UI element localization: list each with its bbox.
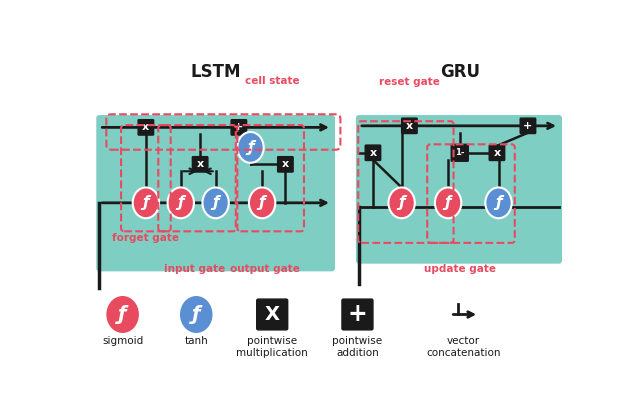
Text: update gate: update gate bbox=[424, 264, 496, 274]
Text: ƒ: ƒ bbox=[192, 305, 200, 324]
FancyBboxPatch shape bbox=[451, 144, 468, 161]
Text: output gate: output gate bbox=[230, 264, 300, 274]
FancyBboxPatch shape bbox=[520, 118, 536, 133]
Text: x: x bbox=[196, 159, 204, 169]
Text: forget gate: forget gate bbox=[113, 233, 179, 243]
Text: ƒ: ƒ bbox=[398, 195, 405, 210]
Text: tanh: tanh bbox=[184, 336, 208, 346]
FancyBboxPatch shape bbox=[278, 157, 293, 172]
Ellipse shape bbox=[388, 188, 415, 218]
Text: ƒ: ƒ bbox=[118, 305, 127, 324]
Ellipse shape bbox=[180, 296, 212, 333]
Text: +: + bbox=[524, 121, 532, 131]
Text: x: x bbox=[282, 159, 289, 169]
FancyBboxPatch shape bbox=[193, 157, 208, 172]
Text: ƒ: ƒ bbox=[445, 195, 451, 210]
FancyBboxPatch shape bbox=[356, 115, 562, 264]
Ellipse shape bbox=[237, 132, 264, 163]
Ellipse shape bbox=[249, 188, 275, 218]
Text: ƒ: ƒ bbox=[212, 195, 219, 210]
Text: x: x bbox=[369, 148, 376, 158]
FancyBboxPatch shape bbox=[402, 118, 417, 133]
Text: X: X bbox=[265, 305, 280, 324]
Text: x: x bbox=[142, 123, 149, 132]
Text: LSTM: LSTM bbox=[190, 63, 241, 81]
Text: ƒ: ƒ bbox=[247, 140, 254, 155]
FancyBboxPatch shape bbox=[138, 120, 154, 135]
Text: pointwise
multiplication: pointwise multiplication bbox=[236, 336, 308, 358]
Ellipse shape bbox=[435, 188, 461, 218]
Text: +: + bbox=[348, 302, 367, 326]
Ellipse shape bbox=[132, 188, 159, 218]
FancyBboxPatch shape bbox=[365, 145, 381, 160]
FancyBboxPatch shape bbox=[257, 299, 288, 330]
FancyBboxPatch shape bbox=[231, 120, 246, 135]
Text: 1-: 1- bbox=[455, 148, 465, 157]
Text: ƒ: ƒ bbox=[495, 195, 502, 210]
Text: x: x bbox=[406, 121, 413, 131]
Text: ƒ: ƒ bbox=[143, 195, 149, 210]
Text: +: + bbox=[234, 123, 243, 132]
Text: cell state: cell state bbox=[245, 76, 300, 86]
Text: ƒ: ƒ bbox=[177, 195, 184, 210]
Text: input gate: input gate bbox=[164, 264, 225, 274]
Text: ƒ: ƒ bbox=[259, 195, 266, 210]
Text: x: x bbox=[493, 148, 500, 158]
Text: sigmoid: sigmoid bbox=[102, 336, 143, 346]
Text: pointwise
addition: pointwise addition bbox=[332, 336, 383, 358]
Text: reset gate: reset gate bbox=[379, 77, 440, 88]
FancyBboxPatch shape bbox=[342, 299, 373, 330]
Text: GRU: GRU bbox=[440, 63, 480, 81]
FancyBboxPatch shape bbox=[489, 145, 505, 160]
Ellipse shape bbox=[485, 188, 511, 218]
FancyBboxPatch shape bbox=[96, 115, 335, 271]
Text: vector
concatenation: vector concatenation bbox=[426, 336, 501, 358]
Ellipse shape bbox=[106, 296, 139, 333]
Ellipse shape bbox=[168, 188, 194, 218]
Ellipse shape bbox=[202, 188, 229, 218]
